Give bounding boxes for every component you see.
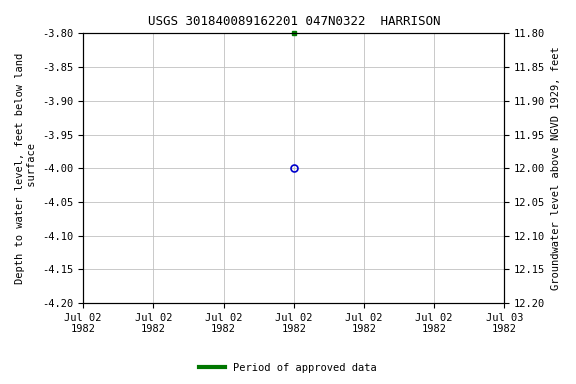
Title: USGS 301840089162201 047N0322  HARRISON: USGS 301840089162201 047N0322 HARRISON xyxy=(147,15,440,28)
Y-axis label: Depth to water level, feet below land
 surface: Depth to water level, feet below land su… xyxy=(15,53,37,284)
Y-axis label: Groundwater level above NGVD 1929, feet: Groundwater level above NGVD 1929, feet xyxy=(551,46,561,290)
Legend: Period of approved data: Period of approved data xyxy=(195,359,381,377)
